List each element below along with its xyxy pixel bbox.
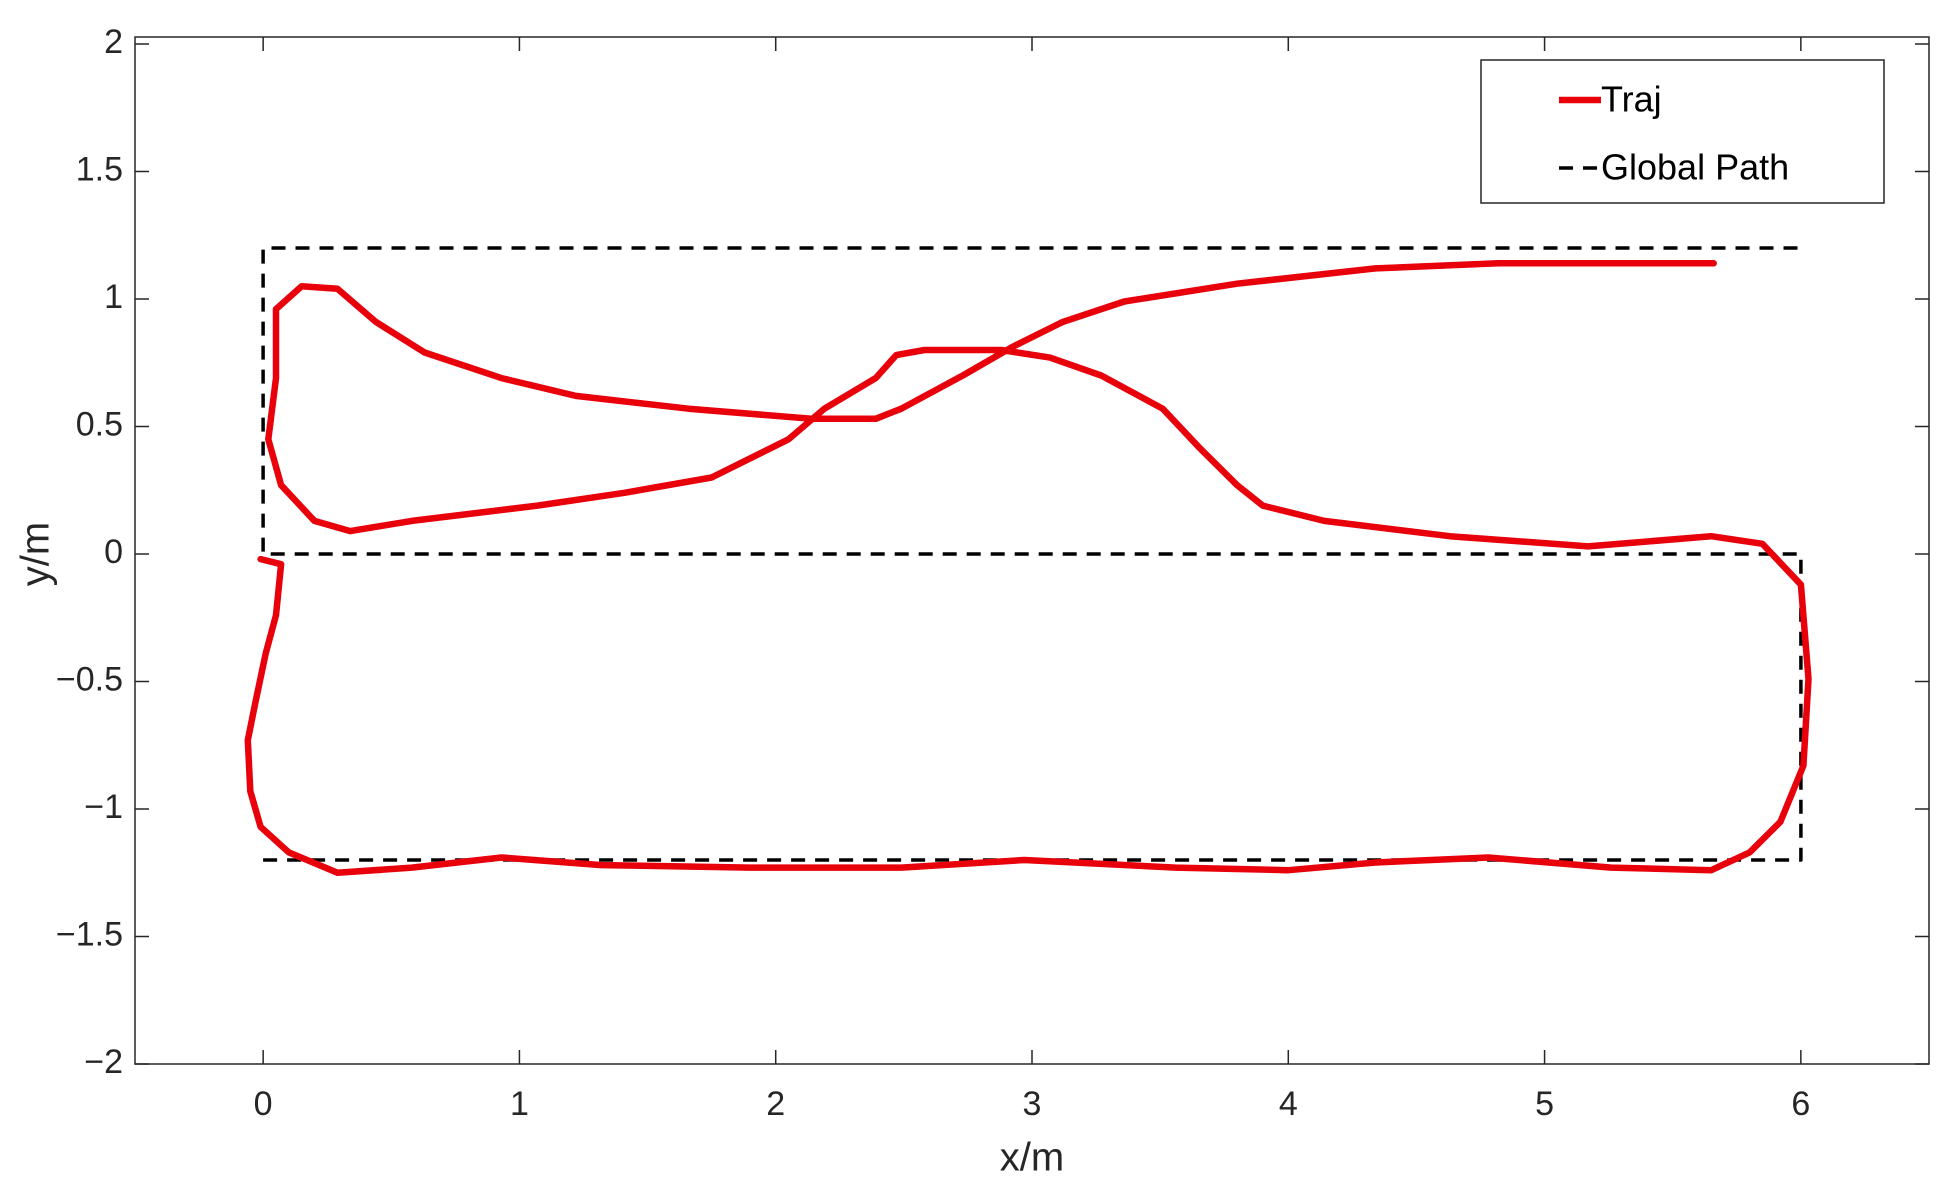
y-tick-label: −1 [84,788,123,826]
x-tick-label: 1 [510,1085,529,1123]
y-tick-label: 0 [104,533,123,571]
x-tick-label: 3 [1023,1085,1042,1123]
legend-label: Traj [1601,79,1662,120]
y-tick-label: −1.5 [56,915,123,953]
y-tick-label: −2 [84,1043,123,1081]
x-tick-label: 2 [766,1085,785,1123]
legend-box [1480,59,1885,204]
x-tick-label: 5 [1535,1085,1554,1123]
legend-label: Global Path [1601,147,1789,188]
y-tick-label: 0.5 [76,405,123,443]
y-tick-label: 2 [104,23,123,61]
y-axis-label: y/m [14,522,58,586]
y-tick-label: 1 [104,278,123,316]
y-tick-label: −0.5 [56,660,123,698]
x-axis-label: x/m [1000,1136,1064,1180]
x-tick-label: 0 [254,1085,273,1123]
y-tick-label: 1.5 [76,150,123,188]
x-tick-label: 4 [1279,1085,1298,1123]
trajectory-line [244,260,1812,877]
x-tick-label: 6 [1791,1085,1810,1123]
